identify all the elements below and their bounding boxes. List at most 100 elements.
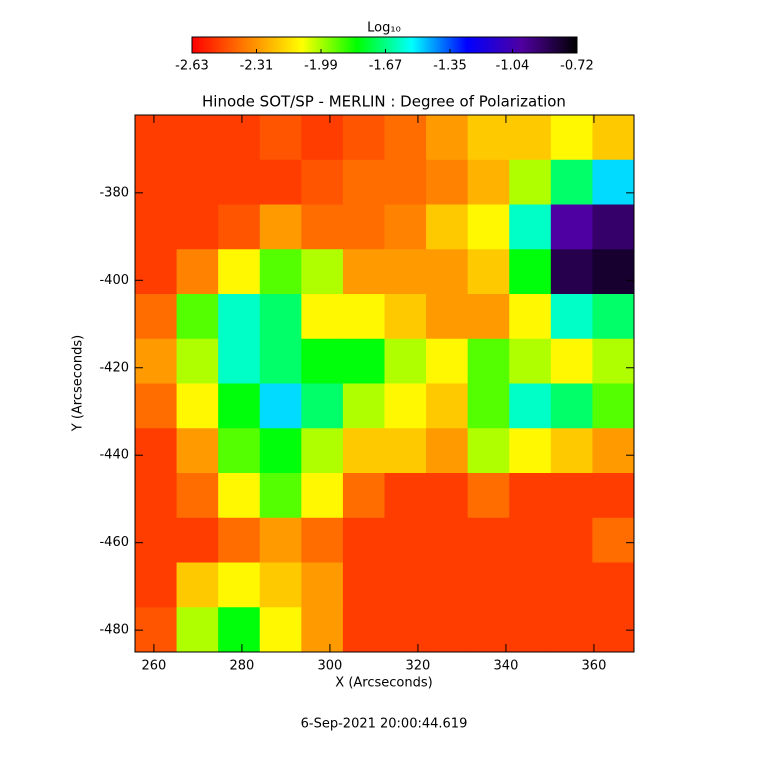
heatmap-cell — [550, 383, 593, 429]
heatmap-cell — [135, 383, 178, 429]
heatmap-cell — [218, 473, 261, 519]
heatmap-cell — [342, 517, 385, 563]
heatmap-cell — [218, 517, 261, 563]
heatmap-cell — [301, 383, 344, 429]
heatmap-cell — [509, 517, 552, 563]
heatmap-cell — [301, 115, 344, 161]
heatmap-cell — [259, 159, 302, 205]
heatmap-cell — [550, 204, 593, 250]
heatmap-cell — [550, 517, 593, 563]
heatmap-cell — [301, 428, 344, 474]
heatmap-cell — [592, 249, 635, 295]
colorbar-tick-label: -1.35 — [433, 59, 467, 74]
heatmap-cell — [259, 338, 302, 384]
heatmap-cell — [301, 249, 344, 295]
heatmap-cell — [467, 338, 510, 384]
y-tick-label: -440 — [99, 448, 129, 463]
heatmap-cell — [301, 204, 344, 250]
plot-frame — [134, 114, 635, 653]
heatmap-cell — [259, 607, 302, 653]
heatmap-cell — [467, 428, 510, 474]
heatmap-cell — [550, 473, 593, 519]
y-axis-title: Y (Arcseconds) — [71, 335, 86, 432]
heatmap-cell — [218, 204, 261, 250]
heatmap-cell — [259, 517, 302, 563]
heatmap-cell — [426, 338, 469, 384]
heatmap-cell — [176, 204, 219, 250]
heatmap-cell — [342, 428, 385, 474]
x-axis-title: X (Arcseconds) — [335, 676, 432, 691]
colorbar-tick-label: -2.31 — [240, 59, 274, 74]
heatmap-cell — [135, 115, 178, 161]
heatmap-cell — [342, 204, 385, 250]
heatmap-cell — [467, 204, 510, 250]
heatmap-cell — [301, 517, 344, 563]
heatmap-cell — [384, 338, 427, 384]
heatmap-cell — [218, 159, 261, 205]
heatmap-cell — [550, 115, 593, 161]
heatmap-cell — [592, 383, 635, 429]
heatmap-cell — [592, 294, 635, 340]
heatmap-cell — [509, 607, 552, 653]
heatmap-cell — [426, 517, 469, 563]
heatmap-cell — [467, 517, 510, 563]
heatmap-cell — [342, 473, 385, 519]
heatmap-cell — [176, 428, 219, 474]
heatmap-cell — [259, 562, 302, 608]
heatmap-cell — [384, 159, 427, 205]
heatmap-cell — [384, 428, 427, 474]
heatmap-cell — [509, 562, 552, 608]
heatmap-cell — [301, 159, 344, 205]
heatmap-cell — [176, 249, 219, 295]
heatmap-cell — [550, 294, 593, 340]
heatmap-cell — [426, 428, 469, 474]
heatmap-cell — [467, 383, 510, 429]
heatmap-cell — [135, 338, 178, 384]
colorbar — [191, 36, 578, 54]
heatmap-cell — [176, 159, 219, 205]
heatmap-cell — [509, 294, 552, 340]
heatmap-cell — [509, 249, 552, 295]
heatmap-cell — [384, 517, 427, 563]
x-tick-label: 280 — [230, 659, 255, 674]
heatmap-cell — [467, 249, 510, 295]
heatmap-cell — [259, 428, 302, 474]
heatmap-cell — [384, 562, 427, 608]
heatmap-cell — [550, 562, 593, 608]
heatmap-cell — [342, 115, 385, 161]
heatmap-cell — [426, 249, 469, 295]
heatmap-cell — [467, 607, 510, 653]
heatmap-cell — [426, 383, 469, 429]
heatmap-cell — [259, 204, 302, 250]
heatmap-cell — [509, 204, 552, 250]
heatmap-cell — [176, 562, 219, 608]
colorbar-tick-label: -0.72 — [560, 59, 594, 74]
heatmap-cell — [342, 383, 385, 429]
x-tick-label: 320 — [406, 659, 431, 674]
heatmap-cell — [592, 159, 635, 205]
heatmap-cell — [384, 473, 427, 519]
heatmap-cell — [592, 473, 635, 519]
heatmap-cell — [135, 294, 178, 340]
heatmap-cell — [342, 249, 385, 295]
heatmap-cell — [301, 294, 344, 340]
heatmap-cell — [259, 294, 302, 340]
heatmap-cell — [135, 517, 178, 563]
heatmap-cell — [592, 338, 635, 384]
heatmap-cell — [218, 562, 261, 608]
heatmap-cell — [176, 607, 219, 653]
heatmap-cell — [218, 115, 261, 161]
heatmap-cell — [509, 473, 552, 519]
heatmap-cell — [301, 607, 344, 653]
heatmap-cell — [426, 562, 469, 608]
heatmap-cell — [426, 204, 469, 250]
heatmap-cell — [176, 517, 219, 563]
heatmap-cell — [550, 338, 593, 384]
heatmap-cell — [218, 607, 261, 653]
heatmap-cell — [135, 204, 178, 250]
x-tick-label: 260 — [142, 659, 167, 674]
heatmap-cell — [342, 159, 385, 205]
heatmap-cell — [342, 562, 385, 608]
heatmap-cell — [176, 383, 219, 429]
